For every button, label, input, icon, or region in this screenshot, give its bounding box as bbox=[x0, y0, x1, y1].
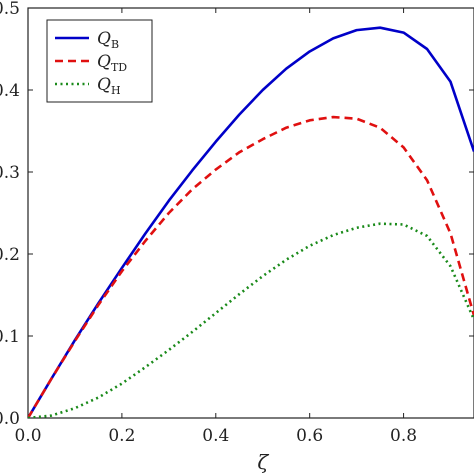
y-tick-label: 0.1 bbox=[0, 327, 20, 347]
y-tick-label: 0.2 bbox=[0, 245, 20, 265]
x-tick-label: 0.0 bbox=[14, 426, 41, 446]
legend-label-main: Q bbox=[97, 29, 111, 49]
x-tick-label: 0.2 bbox=[108, 426, 135, 446]
x-tick-label: 0.8 bbox=[390, 426, 417, 446]
legend-label-b: QB bbox=[97, 29, 119, 51]
legend-label-h: QH bbox=[97, 75, 121, 97]
x-tick-label: 0.6 bbox=[296, 426, 323, 446]
plot-border bbox=[27, 7, 474, 419]
legend-label-main: Q bbox=[97, 75, 111, 95]
series-line-h bbox=[28, 222, 474, 418]
axis-ticks: 0.0 0.2 0.4 0.6 0.8 0.0 0.1 0.2 0.3 0.4 0.5 bbox=[0, 0, 474, 446]
x-tick-label: 0.4 bbox=[202, 426, 229, 446]
series-layer bbox=[28, 26, 474, 418]
series-line-td bbox=[28, 115, 474, 418]
y-tick-label: 0.3 bbox=[0, 163, 20, 183]
legend-label-sub: H bbox=[111, 84, 121, 97]
x-axis-label: ζ bbox=[257, 450, 269, 474]
legend-label-td: QTD bbox=[97, 52, 127, 74]
legend-label-sub: TD bbox=[111, 61, 127, 74]
y-tick-label: 0.4 bbox=[0, 81, 20, 101]
legend-box bbox=[46, 19, 153, 103]
legend-label-main: Q bbox=[97, 52, 111, 72]
y-tick-label: 0.5 bbox=[0, 0, 20, 19]
plot-area bbox=[27, 7, 474, 419]
legend-label-sub: B bbox=[111, 38, 119, 51]
series-line-b bbox=[28, 26, 474, 418]
y-tick-label: 0.0 bbox=[0, 409, 20, 429]
